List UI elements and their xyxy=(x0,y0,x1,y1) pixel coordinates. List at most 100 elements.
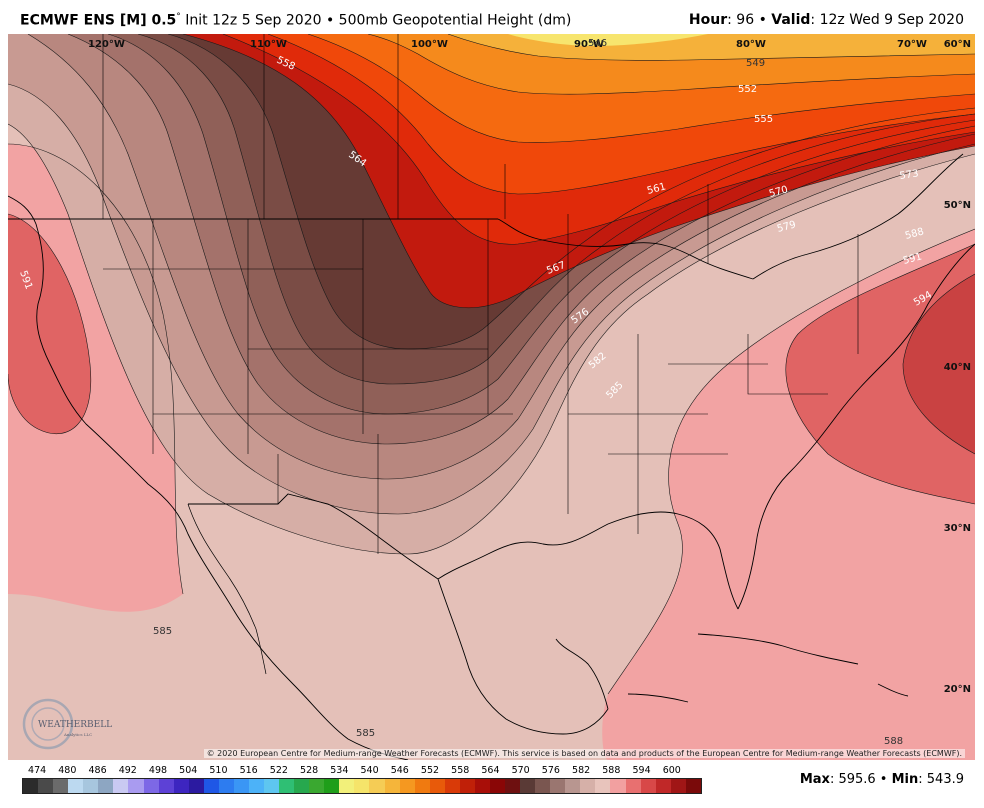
colorbar-swatch xyxy=(655,779,671,793)
map-panel[interactable]: 120°W 110°W 100°W 90°W 80°W 70°W 60°N 50… xyxy=(8,34,975,760)
colorbar-swatch xyxy=(188,779,204,793)
colorbar-swatch xyxy=(489,779,505,793)
colorbar-label: 588 xyxy=(602,765,621,776)
lon-label-120w: 120°W xyxy=(88,39,125,50)
colorbar-label: 600 xyxy=(662,765,681,776)
colorbar-label: 534 xyxy=(330,765,349,776)
contour-value-labels: 546 549 552 555 558 561 564 567 570 573 … xyxy=(17,38,934,747)
colorbar-swatch xyxy=(294,779,310,793)
max-label: Max xyxy=(799,772,830,787)
header: ECMWF ENS [M] 0.5° Init 12z 5 Sep 2020 •… xyxy=(0,0,984,34)
hour-value: : 96 • xyxy=(727,12,772,28)
lat-label-40n: 40°N xyxy=(944,362,971,373)
colorbar-swatch xyxy=(414,779,430,793)
colorbar-swatch xyxy=(625,779,641,793)
colorbar-swatch xyxy=(670,779,686,793)
colorbar-swatch xyxy=(324,779,340,793)
max-value: : 595.6 • xyxy=(829,772,892,787)
colorbar-swatches xyxy=(22,778,702,794)
lon-label-70w: 70°W xyxy=(897,39,927,50)
band-591-west xyxy=(8,214,91,434)
colorbar-swatch xyxy=(580,779,596,793)
band-543 xyxy=(508,34,708,46)
colorbar-swatch xyxy=(203,779,219,793)
data-credit: © 2020 European Centre for Medium-range … xyxy=(203,749,965,758)
logo-subtext: Analytics LLC xyxy=(63,732,92,737)
colorbar-swatch xyxy=(113,779,129,793)
degree-symbol: ° xyxy=(176,12,181,22)
lat-label-60n: 60°N xyxy=(944,39,971,50)
colorbar-swatch xyxy=(23,779,39,793)
colorbar-label: 492 xyxy=(118,765,137,776)
colorbar-swatch xyxy=(685,779,701,793)
colorbar-swatch xyxy=(309,779,325,793)
colorbar-swatch xyxy=(444,779,460,793)
contour-label-573: 573 xyxy=(899,168,919,182)
band-591-east xyxy=(785,244,975,504)
lon-label-110w: 110°W xyxy=(250,39,287,50)
contour-label-552: 552 xyxy=(738,84,757,95)
lon-label-100w: 100°W xyxy=(411,39,448,50)
colorbar-swatch xyxy=(158,779,174,793)
colorbar-swatch xyxy=(279,779,295,793)
colorbar-swatch xyxy=(610,779,626,793)
colorbar-swatch xyxy=(354,779,370,793)
colorbar-swatch xyxy=(369,779,385,793)
colorbar-swatch xyxy=(98,779,114,793)
colorbar-swatch xyxy=(640,779,656,793)
height-contour-map: 120°W 110°W 100°W 90°W 80°W 70°W 60°N 50… xyxy=(8,34,975,760)
max-min-readout: Max: 595.6 • Min: 543.9 xyxy=(800,772,964,787)
colorbar-swatch xyxy=(384,779,400,793)
min-value: : 543.9 xyxy=(918,772,964,787)
colorbar-labels: 474 480 486 492 498 504 510 516 522 528 534 540 546 5… xyxy=(22,764,702,778)
valid-label: Valid xyxy=(771,12,811,28)
colorbar-label: 516 xyxy=(239,765,258,776)
colorbar-swatch xyxy=(474,779,490,793)
colorbar-label: 564 xyxy=(481,765,500,776)
colorbar-label: 486 xyxy=(88,765,107,776)
colorbar-swatch xyxy=(264,779,280,793)
latitude-labels: 60°N 50°N 40°N 30°N 20°N xyxy=(944,39,971,695)
contour-label-546: 546 xyxy=(588,38,607,49)
colorbar-swatch xyxy=(550,779,566,793)
title-details: Init 12z 5 Sep 2020 • 500mb Geopotential… xyxy=(180,12,572,29)
colorbar-swatch xyxy=(459,779,475,793)
contour-label-570: 570 xyxy=(768,184,789,200)
colorbar-swatch xyxy=(143,779,159,793)
colorbar-swatch xyxy=(595,779,611,793)
colorbar-swatch xyxy=(429,779,445,793)
colorbar-swatch xyxy=(218,779,234,793)
valid-time: Hour: 96 • Valid: 12z Wed 9 Sep 2020 xyxy=(689,12,964,28)
colorbar-label: 528 xyxy=(300,765,319,776)
logo-text: WEATHERBELL xyxy=(38,720,112,730)
contour-label-579: 579 xyxy=(776,219,797,235)
colorbar-swatch xyxy=(128,779,144,793)
colorbar-label: 552 xyxy=(420,765,440,776)
colorbar-legend: 474 480 486 492 498 504 510 516 522 528 534 540 546 5… xyxy=(22,764,702,804)
state-borders xyxy=(102,34,859,554)
longitude-labels: 120°W 110°W 100°W 90°W 80°W 70°W xyxy=(88,39,927,50)
colorbar-swatch xyxy=(68,779,84,793)
map-title: ECMWF ENS [M] 0.5° Init 12z 5 Sep 2020 •… xyxy=(20,12,571,29)
contour-label-588-east: 588 xyxy=(904,226,925,242)
contour-label-555: 555 xyxy=(754,114,773,125)
colorbar-label: 510 xyxy=(209,765,228,776)
lon-label-90w: 90°W xyxy=(574,39,604,50)
colorbar-swatch xyxy=(565,779,581,793)
contour-label-549: 549 xyxy=(746,58,765,69)
coastlines-borders xyxy=(8,153,975,760)
colorbar-swatch xyxy=(339,779,355,793)
min-label: Min xyxy=(891,772,919,787)
colorbar-label: 582 xyxy=(572,765,591,776)
colorbar-swatch xyxy=(38,779,54,793)
hour-label: Hour xyxy=(688,12,728,28)
weatherbell-logo: WEATHERBELL Analytics LLC xyxy=(22,698,112,750)
colorbar-label: 570 xyxy=(511,765,530,776)
valid-value: : 12z Wed 9 Sep 2020 xyxy=(810,12,964,28)
lat-label-30n: 30°N xyxy=(944,523,971,534)
contour-label-588-caribbean: 588 xyxy=(884,736,903,747)
colorbar-swatch xyxy=(248,779,264,793)
colorbar-label: 576 xyxy=(541,765,560,776)
model-name: ECMWF ENS [M] 0.5 xyxy=(20,12,177,29)
colorbar-label: 558 xyxy=(451,765,470,776)
